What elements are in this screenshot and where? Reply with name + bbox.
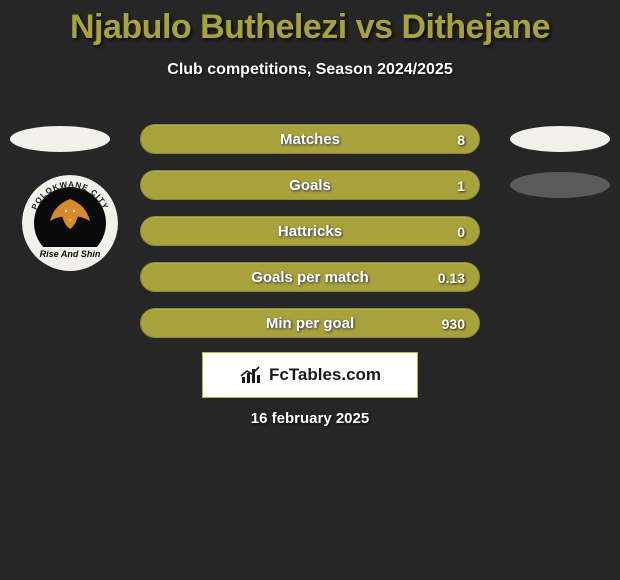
stat-value: 8: [457, 125, 465, 155]
stat-pill: Matches 8: [140, 124, 480, 154]
stat-value: 0.13: [438, 263, 465, 293]
stat-pill: Min per goal 930: [140, 308, 480, 338]
stat-row-hattricks: Hattricks 0: [0, 212, 620, 258]
stat-pill: Goals 1: [140, 170, 480, 200]
stat-label: Goals per match: [141, 263, 479, 293]
stat-label: Min per goal: [141, 309, 479, 339]
stat-value: 1: [457, 171, 465, 201]
bar-chart-icon: [239, 365, 265, 385]
stat-row-matches: Matches 8: [0, 120, 620, 166]
brand-box[interactable]: FcTables.com: [202, 352, 418, 398]
stat-label: Matches: [141, 125, 479, 155]
brand-text: FcTables.com: [269, 365, 381, 385]
date-text: 16 february 2025: [0, 410, 620, 427]
stat-row-min-per-goal: Min per goal 930: [0, 304, 620, 350]
page-title: Njabulo Buthelezi vs Dithejane: [0, 0, 620, 47]
stat-value: 930: [442, 309, 465, 339]
stat-pill: Goals per match 0.13: [140, 262, 480, 292]
stat-pill: Hattricks 0: [140, 216, 480, 246]
stat-row-goals: Goals 1: [0, 166, 620, 212]
left-value-ellipse: [10, 126, 110, 152]
stats-section: Matches 8 Goals 1 Hattricks 0 Goals per …: [0, 120, 620, 350]
stat-label: Goals: [141, 171, 479, 201]
right-value-ellipse: [510, 126, 610, 152]
stat-label: Hattricks: [141, 217, 479, 247]
right-value-ellipse: [510, 172, 610, 198]
stat-row-goals-per-match: Goals per match 0.13: [0, 258, 620, 304]
stat-value: 0: [457, 217, 465, 247]
subtitle: Club competitions, Season 2024/2025: [0, 61, 620, 79]
